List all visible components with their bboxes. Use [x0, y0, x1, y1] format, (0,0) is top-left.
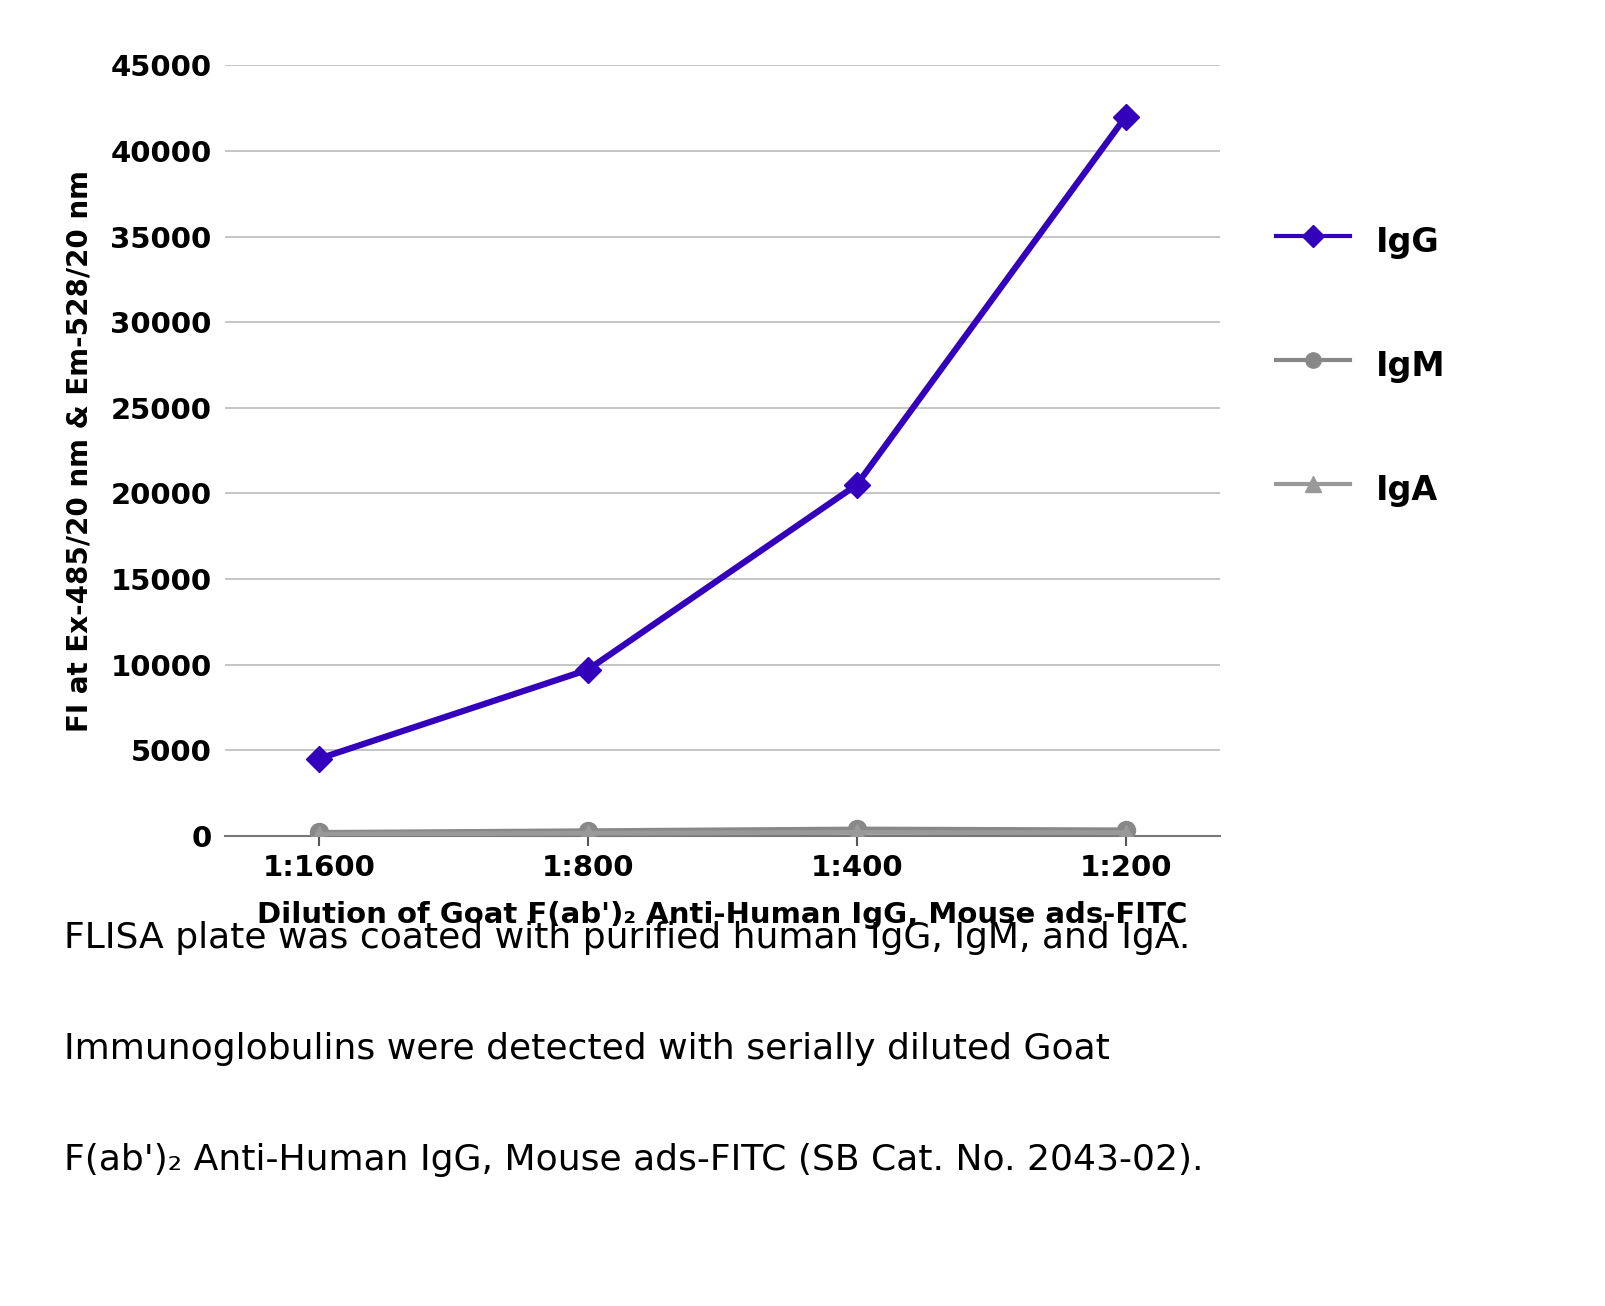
IgG: [847, 477, 867, 492]
Text: Immunoglobulins were detected with serially diluted Goat: Immunoglobulins were detected with seria…: [64, 1032, 1111, 1066]
Line: IgA: IgA: [310, 824, 1135, 842]
X-axis label: Dilution of Goat F(ab')₂ Anti-Human IgG, Mouse ads-FITC: Dilution of Goat F(ab')₂ Anti-Human IgG,…: [257, 901, 1188, 930]
Y-axis label: FI at Ex-485/20 nm & Em-528/20 nm: FI at Ex-485/20 nm & Em-528/20 nm: [66, 170, 93, 731]
IgG: [310, 751, 329, 767]
IgM: [1115, 821, 1135, 837]
Text: F(ab')₂ Anti-Human IgG, Mouse ads-FITC (SB Cat. No. 2043-02).: F(ab')₂ Anti-Human IgG, Mouse ads-FITC (…: [64, 1143, 1204, 1177]
Legend: IgG, IgM, IgA: IgG, IgM, IgA: [1276, 221, 1446, 509]
IgG: [578, 662, 597, 678]
IgM: [310, 824, 329, 840]
Text: FLISA plate was coated with purified human IgG, IgM, and IgA.: FLISA plate was coated with purified hum…: [64, 921, 1191, 955]
IgA: [847, 824, 867, 840]
Line: IgG: IgG: [310, 107, 1135, 768]
Line: IgM: IgM: [310, 820, 1135, 841]
IgA: [310, 827, 329, 842]
IgG: [1115, 108, 1135, 124]
IgM: [847, 821, 867, 837]
IgA: [1115, 825, 1135, 841]
IgA: [578, 825, 597, 841]
IgM: [578, 823, 597, 838]
